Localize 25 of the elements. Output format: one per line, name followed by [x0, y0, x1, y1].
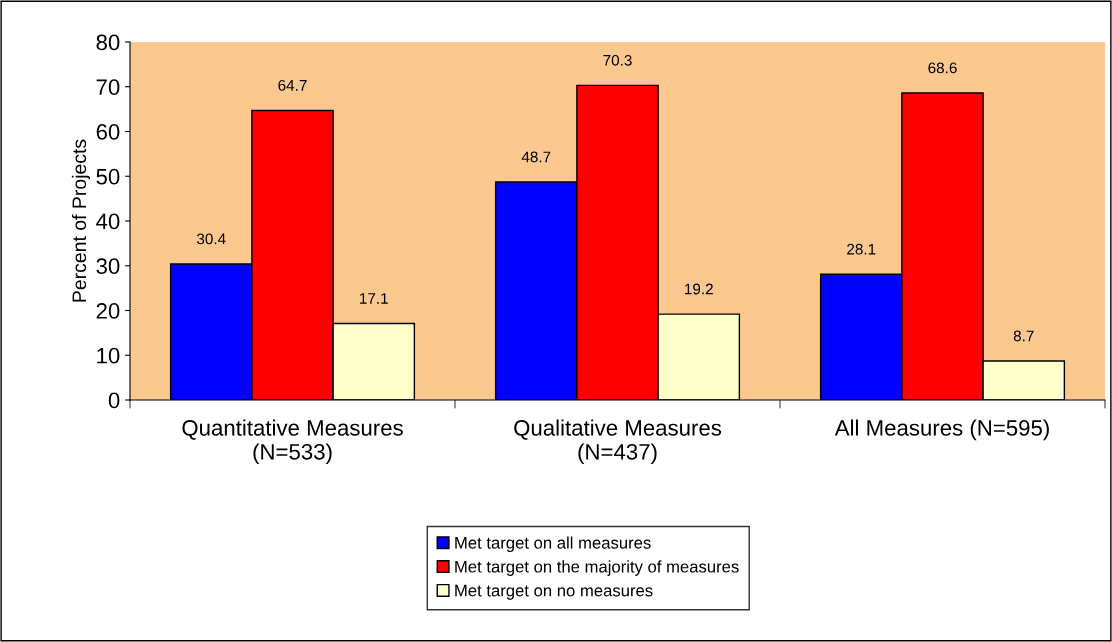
data-label: 19.2: [685, 283, 713, 295]
y-tick-label: 20: [96, 303, 120, 319]
x-tick-label: Quantitative Measures (N=533): [182, 419, 403, 465]
legend-label: Met target on all measures: [455, 536, 651, 553]
x-tick-label: Qualitative Measures (N=437): [514, 419, 722, 465]
legend-label: Met target on the majority of measures: [455, 560, 739, 576]
y-tick-label: 80: [96, 34, 120, 51]
y-tick-label: 0: [108, 392, 120, 409]
y-tick-label: 40: [96, 213, 120, 230]
y-tick-label: 50: [96, 168, 120, 185]
y-axis-title: Percent of Projects: [71, 139, 91, 302]
legend-label: Met target on no measures: [455, 584, 653, 600]
data-label: 8.7: [1013, 330, 1034, 342]
y-tick-label: 60: [96, 124, 120, 140]
data-label: 70.3: [603, 54, 632, 66]
y-tick-label: 70: [96, 79, 120, 96]
data-label: 64.7: [278, 79, 307, 91]
x-tick-label: All Measures (N=595): [834, 419, 1049, 441]
data-label: 30.4: [196, 233, 226, 245]
data-label: 48.7: [521, 151, 551, 163]
y-tick-label: 10: [97, 347, 120, 364]
data-label: 68.6: [928, 62, 957, 74]
data-label: 28.1: [847, 243, 876, 255]
y-tick-label: 30: [96, 258, 120, 275]
data-label: 17.1: [360, 293, 388, 304]
